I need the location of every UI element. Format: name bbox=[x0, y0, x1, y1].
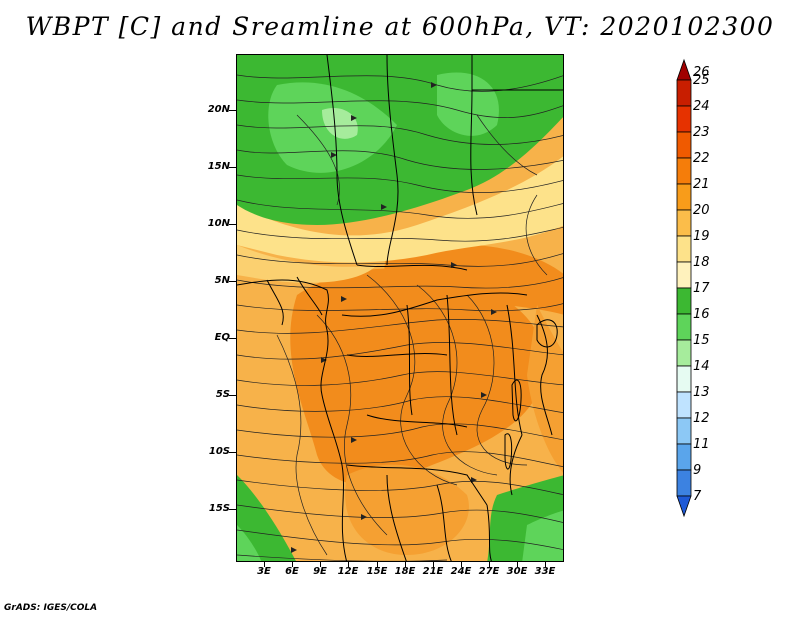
wbpt-17-sw bbox=[237, 475, 296, 561]
lat-label: 20N bbox=[207, 104, 230, 115]
lon-tick bbox=[264, 562, 265, 567]
wbpt-16-se bbox=[522, 510, 563, 561]
lat-tick bbox=[229, 167, 236, 168]
colorbar-box bbox=[676, 183, 692, 211]
colorbar-label: 16 bbox=[693, 307, 710, 322]
lon-tick bbox=[292, 562, 293, 567]
lon-label: 30E bbox=[506, 566, 528, 577]
lon-label: 6E bbox=[285, 566, 299, 577]
colorbar-label: 14 bbox=[693, 359, 710, 374]
lon-label: 24E bbox=[450, 566, 472, 577]
lon-tick bbox=[348, 562, 349, 567]
colorbar-box bbox=[676, 235, 692, 263]
colorbar-box bbox=[676, 209, 692, 237]
colorbar-box bbox=[676, 339, 692, 367]
wbpt-15-patch bbox=[322, 107, 358, 139]
lat-label: 10S bbox=[208, 446, 230, 457]
lat-tick bbox=[229, 338, 236, 339]
lon-tick bbox=[461, 562, 462, 567]
colorbar-box bbox=[676, 79, 692, 107]
lon-tick bbox=[517, 562, 518, 567]
lat-label: 5N bbox=[214, 275, 230, 286]
chart-title: WBPT [C] and Sreamline at 600hPa, VT: 20… bbox=[25, 12, 775, 41]
colorbar-label: 20 bbox=[693, 203, 710, 218]
colorbar-box bbox=[676, 443, 692, 471]
lon-tick bbox=[320, 562, 321, 567]
lat-tick bbox=[229, 281, 236, 282]
lat-label: 15S bbox=[208, 503, 230, 514]
colorbar-label: 25 bbox=[693, 73, 710, 88]
lat-tick bbox=[229, 110, 236, 111]
colorbar bbox=[676, 58, 692, 518]
lat-tick bbox=[229, 452, 236, 453]
map-svg bbox=[237, 55, 563, 561]
colorbar-box bbox=[676, 391, 692, 419]
colorbar-label: 21 bbox=[693, 177, 710, 192]
map-panel bbox=[236, 54, 564, 562]
wbpt-20-band bbox=[237, 245, 377, 283]
colorbar-segments bbox=[676, 58, 692, 518]
wbpt-19-band bbox=[237, 156, 563, 263]
colorbar-box bbox=[676, 313, 692, 341]
streamlines bbox=[237, 74, 563, 561]
colorbar-box bbox=[676, 417, 692, 445]
lat-label: 15N bbox=[207, 161, 230, 172]
colorbar-bottom-arrow bbox=[676, 495, 692, 518]
colorbar-label: 19 bbox=[693, 229, 710, 244]
colorbar-box bbox=[676, 469, 692, 497]
lon-label: 3E bbox=[257, 566, 271, 577]
colorbar-label: 24 bbox=[693, 99, 710, 114]
colorbar-label: 12 bbox=[693, 411, 710, 426]
lon-label: 21E bbox=[422, 566, 444, 577]
colorbar-box bbox=[676, 287, 692, 315]
lat-tick bbox=[229, 224, 236, 225]
wbpt-22-core bbox=[290, 268, 545, 486]
lon-label: 12E bbox=[337, 566, 359, 577]
colorbar-label: 26 bbox=[693, 65, 710, 80]
wbpt-22-north bbox=[384, 244, 563, 315]
colorbar-label: 13 bbox=[693, 385, 710, 400]
colorbar-box bbox=[676, 365, 692, 393]
lat-label: EQ bbox=[214, 332, 230, 343]
lat-tick bbox=[229, 509, 236, 510]
colorbar-label: 11 bbox=[693, 437, 710, 452]
lon-label: 9E bbox=[313, 566, 327, 577]
colorbar-box bbox=[676, 131, 692, 159]
colorbar-box bbox=[676, 157, 692, 185]
colorbar-label: 22 bbox=[693, 151, 710, 166]
lat-label: 5S bbox=[215, 389, 230, 400]
lon-label: 33E bbox=[534, 566, 556, 577]
lat-tick bbox=[229, 395, 236, 396]
colorbar-label: 18 bbox=[693, 255, 710, 270]
colorbar-box bbox=[676, 105, 692, 133]
lon-tick bbox=[545, 562, 546, 567]
grads-credit: GrADS: IGES/COLA bbox=[4, 603, 98, 613]
lakes bbox=[504, 319, 558, 470]
wbpt-16-patch-2 bbox=[437, 72, 499, 136]
colorbar-box bbox=[676, 261, 692, 289]
wbpt-21-east bbox=[527, 305, 563, 473]
lon-tick bbox=[405, 562, 406, 567]
streamline-arrows bbox=[291, 82, 497, 553]
colorbar-label: 9 bbox=[693, 463, 702, 478]
lat-label: 10N bbox=[207, 218, 230, 229]
lon-tick bbox=[489, 562, 490, 567]
colorbar-label: 23 bbox=[693, 125, 710, 140]
colorbar-label: 7 bbox=[693, 489, 702, 504]
colorbar-label: 15 bbox=[693, 333, 710, 348]
lon-label: 15E bbox=[366, 566, 388, 577]
wbpt-16-sw bbox=[237, 525, 262, 561]
lon-tick bbox=[377, 562, 378, 567]
colorbar-label: 17 bbox=[693, 281, 710, 296]
lon-tick bbox=[433, 562, 434, 567]
lon-label: 18E bbox=[394, 566, 416, 577]
lon-label: 27E bbox=[478, 566, 500, 577]
colorbar-top-arrow bbox=[676, 58, 692, 81]
country-borders bbox=[237, 55, 563, 561]
